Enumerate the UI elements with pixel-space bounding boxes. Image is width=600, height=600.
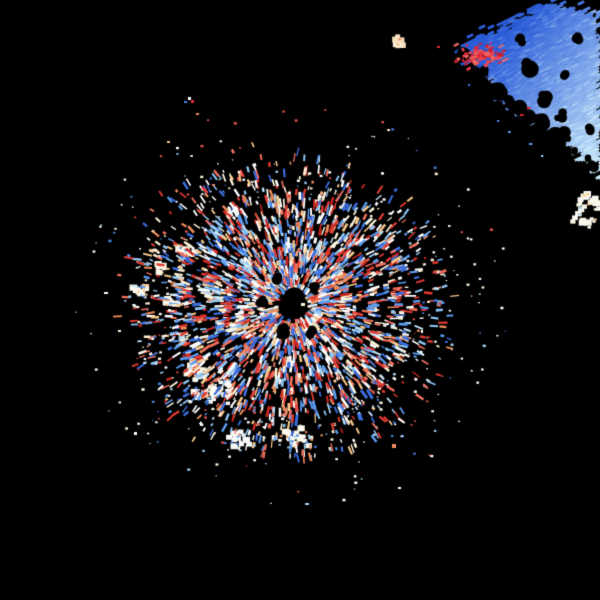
night-sky-photo xyxy=(0,0,600,600)
fireworks-burst-canvas xyxy=(0,0,600,600)
